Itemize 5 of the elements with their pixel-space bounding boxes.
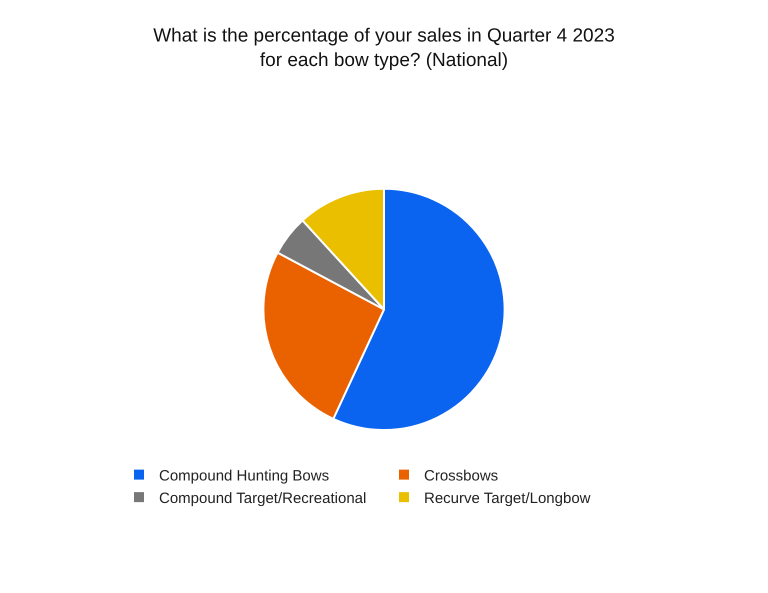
chart-title: What is the percentage of your sales in Quarter 4 2023 for each bow type? (National) [153,26,615,72]
legend-label: Recurve Target/Longbow [424,490,591,507]
legend-label: Compound Hunting Bows [159,468,330,484]
legend-label: Crossbows [424,468,498,484]
legend-label: Compound Target/Recreational [159,490,366,507]
